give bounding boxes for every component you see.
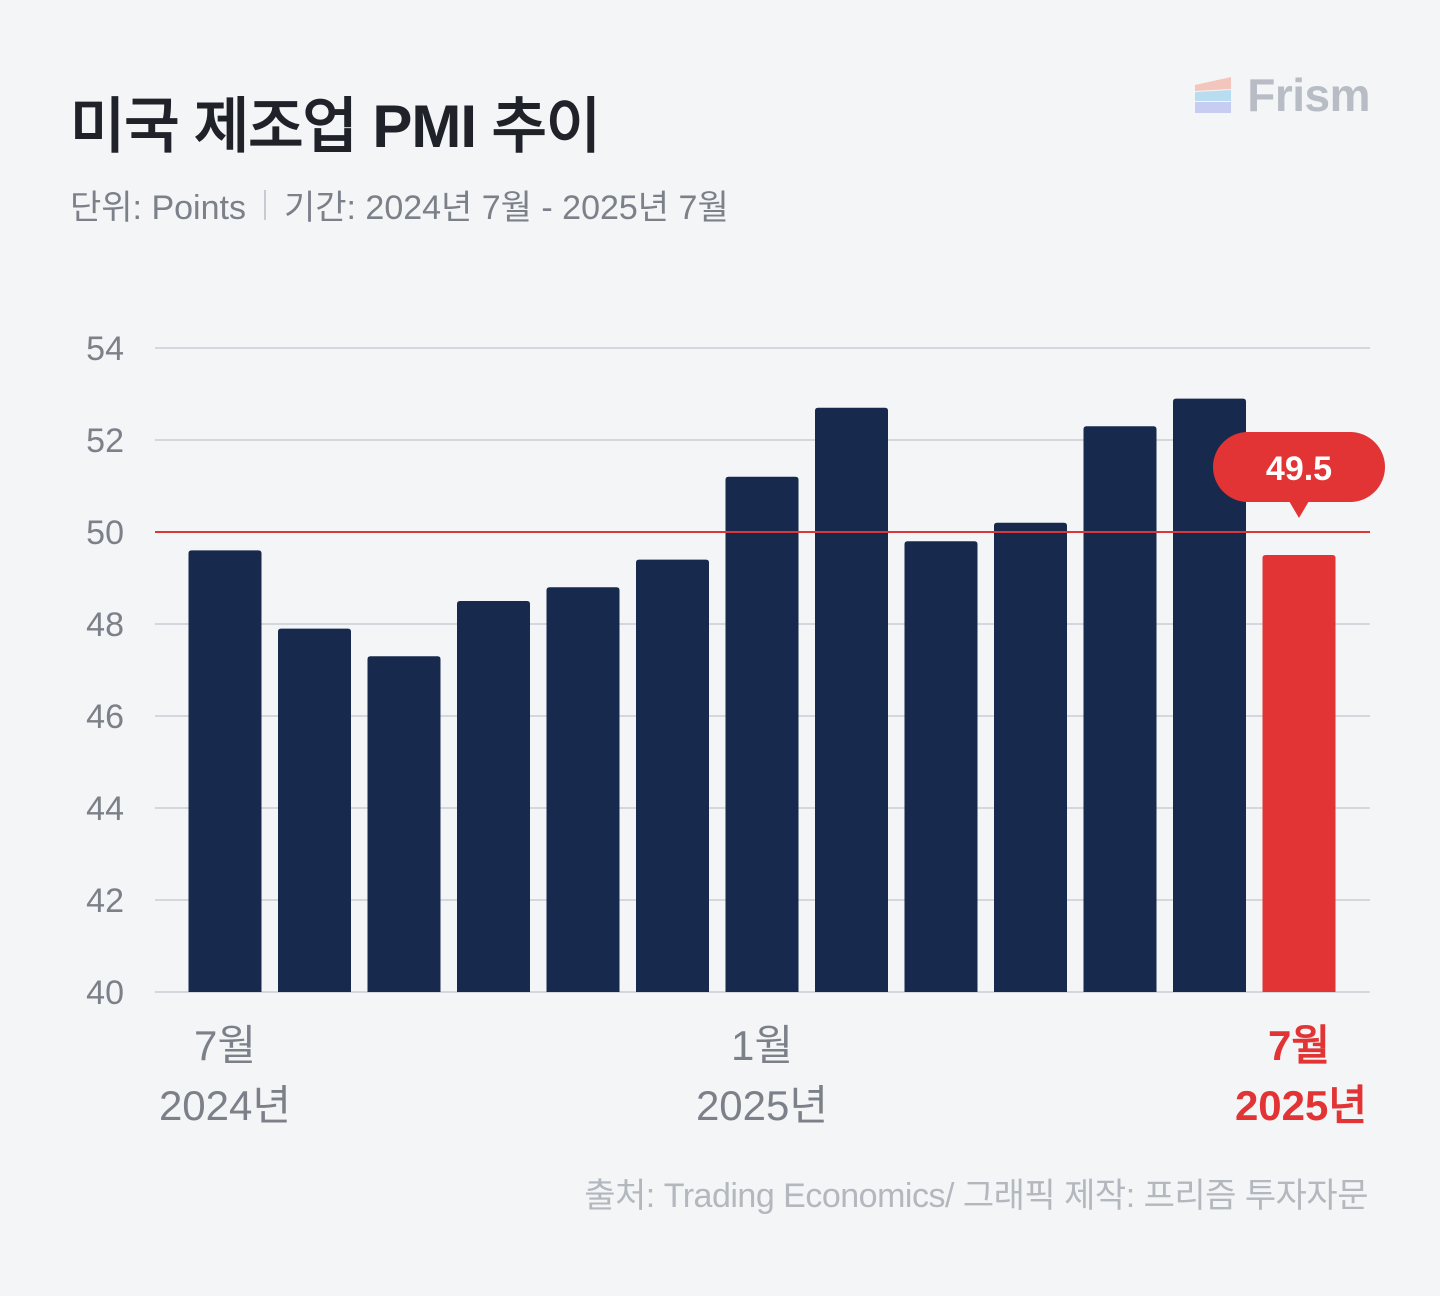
- callout-value: 49.5: [1266, 450, 1332, 488]
- bar: [725, 476, 799, 992]
- source-note: 출처: Trading Economics/ 그래픽 제작: 프리즘 투자자문: [584, 1177, 1368, 1215]
- y-tick-label: 44: [86, 790, 124, 828]
- bar: [278, 628, 351, 992]
- x-label-month: 7월: [194, 1022, 256, 1069]
- chart-subtitle: 단위: Points 기간: 2024년 7월 - 2025년 7월: [70, 180, 729, 229]
- callout-bubble: [1213, 432, 1385, 502]
- y-tick-label: 48: [86, 606, 124, 644]
- bar: [636, 559, 709, 992]
- y-tick-label: 46: [86, 698, 124, 736]
- bar: [457, 601, 530, 992]
- y-tick-label: 42: [86, 882, 124, 920]
- subtitle-divider: [263, 189, 266, 220]
- bar: [1083, 426, 1157, 992]
- y-tick-label: 54: [86, 330, 124, 368]
- y-tick-label: 40: [86, 974, 124, 1012]
- bar: [188, 550, 262, 992]
- chart-title: 미국 제조업 PMI 추이: [70, 93, 601, 160]
- x-label-year: 2024년: [159, 1082, 291, 1129]
- bar: [546, 587, 620, 992]
- brand-logo: Frism: [1195, 68, 1370, 122]
- bar: [1173, 398, 1246, 993]
- y-tick-label: 52: [86, 422, 124, 460]
- bar: [904, 541, 978, 992]
- x-label-month: 1월: [731, 1022, 793, 1069]
- x-label-month: 7월: [1268, 1022, 1330, 1069]
- period-label: 기간: 2024년 7월 - 2025년 7월: [283, 189, 729, 227]
- bar: [994, 522, 1067, 992]
- unit-label: 단위: Points: [70, 189, 246, 227]
- x-label-year: 2025년: [696, 1082, 828, 1129]
- bar: [815, 407, 888, 992]
- brand-name: Frism: [1247, 69, 1370, 121]
- callout-pointer: [1289, 501, 1309, 518]
- bar: [1262, 555, 1336, 992]
- frism-logo-icon: [1195, 77, 1232, 113]
- x-label-year: 2025년: [1235, 1082, 1367, 1129]
- bar: [367, 656, 441, 992]
- y-tick-label: 50: [86, 514, 124, 552]
